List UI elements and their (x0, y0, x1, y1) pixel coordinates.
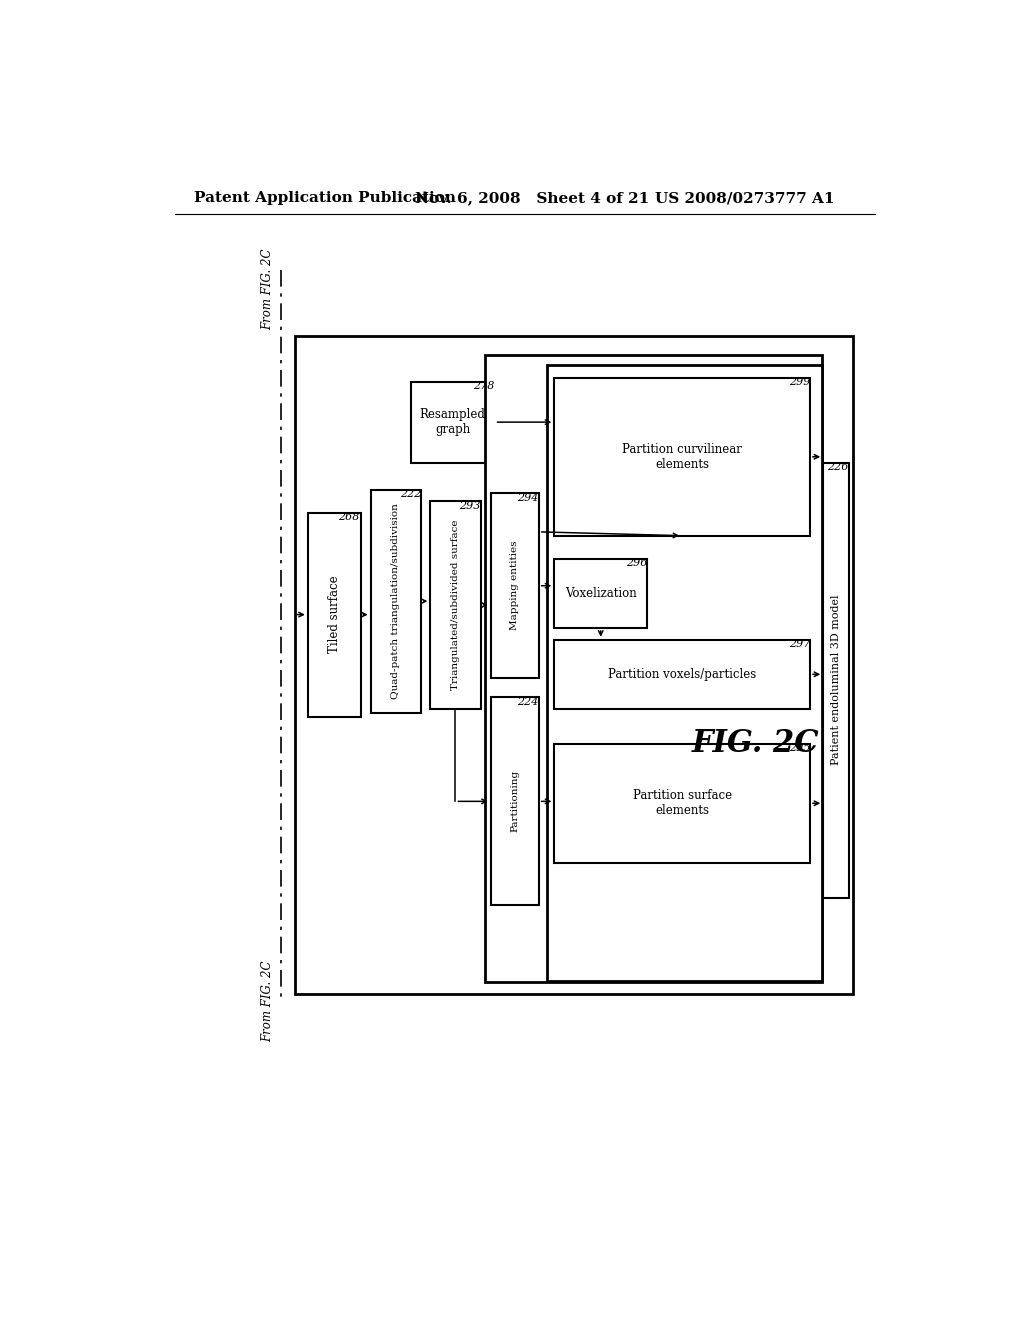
Text: FIG. 2C: FIG. 2C (692, 729, 819, 759)
Bar (554, 743, 810, 863)
Text: 226: 226 (827, 462, 849, 473)
Text: Partition curvilinear
elements: Partition curvilinear elements (623, 442, 742, 471)
Bar (547, 364, 821, 981)
Bar (554, 378, 810, 536)
Text: Triangulated/subdivided surface: Triangulated/subdivided surface (451, 520, 460, 690)
Text: 293: 293 (459, 500, 480, 511)
Bar (308, 512, 360, 717)
Text: Patient endoluminal 3D model: Patient endoluminal 3D model (830, 595, 841, 766)
Text: Mapping entities: Mapping entities (510, 541, 519, 631)
Text: Partition voxels/particles: Partition voxels/particles (608, 668, 757, 681)
Text: 297: 297 (788, 639, 810, 649)
Text: Resampled
graph: Resampled graph (420, 408, 485, 436)
Text: Partition surface
elements: Partition surface elements (633, 789, 732, 817)
Text: US 2008/0273777 A1: US 2008/0273777 A1 (655, 191, 835, 206)
Text: 278: 278 (473, 381, 495, 391)
Text: 268: 268 (338, 512, 359, 523)
Text: From FIG. 2C: From FIG. 2C (261, 248, 274, 330)
Text: Patent Application Publication: Patent Application Publication (194, 191, 456, 206)
Bar (411, 381, 495, 462)
Bar (484, 355, 821, 982)
Text: Quad-patch triangulation/subdivision: Quad-patch triangulation/subdivision (391, 503, 400, 700)
Text: 299: 299 (788, 378, 810, 388)
Bar (295, 335, 853, 994)
Text: 296: 296 (626, 558, 647, 569)
Text: 224: 224 (517, 697, 539, 708)
Text: 222: 222 (399, 490, 421, 499)
Text: 294: 294 (517, 492, 539, 503)
Bar (490, 697, 539, 906)
Text: 295: 295 (788, 743, 810, 754)
Bar (554, 558, 647, 628)
Text: Tiled surface: Tiled surface (328, 576, 341, 653)
Text: Voxelization: Voxelization (565, 587, 637, 601)
Bar (430, 502, 480, 709)
Bar (371, 490, 421, 713)
Text: Nov. 6, 2008   Sheet 4 of 21: Nov. 6, 2008 Sheet 4 of 21 (415, 191, 649, 206)
Text: Partitioning: Partitioning (510, 771, 519, 833)
Text: From FIG. 2C: From FIG. 2C (261, 961, 274, 1043)
Bar (554, 640, 810, 709)
Bar (490, 494, 539, 678)
Bar (823, 462, 849, 898)
